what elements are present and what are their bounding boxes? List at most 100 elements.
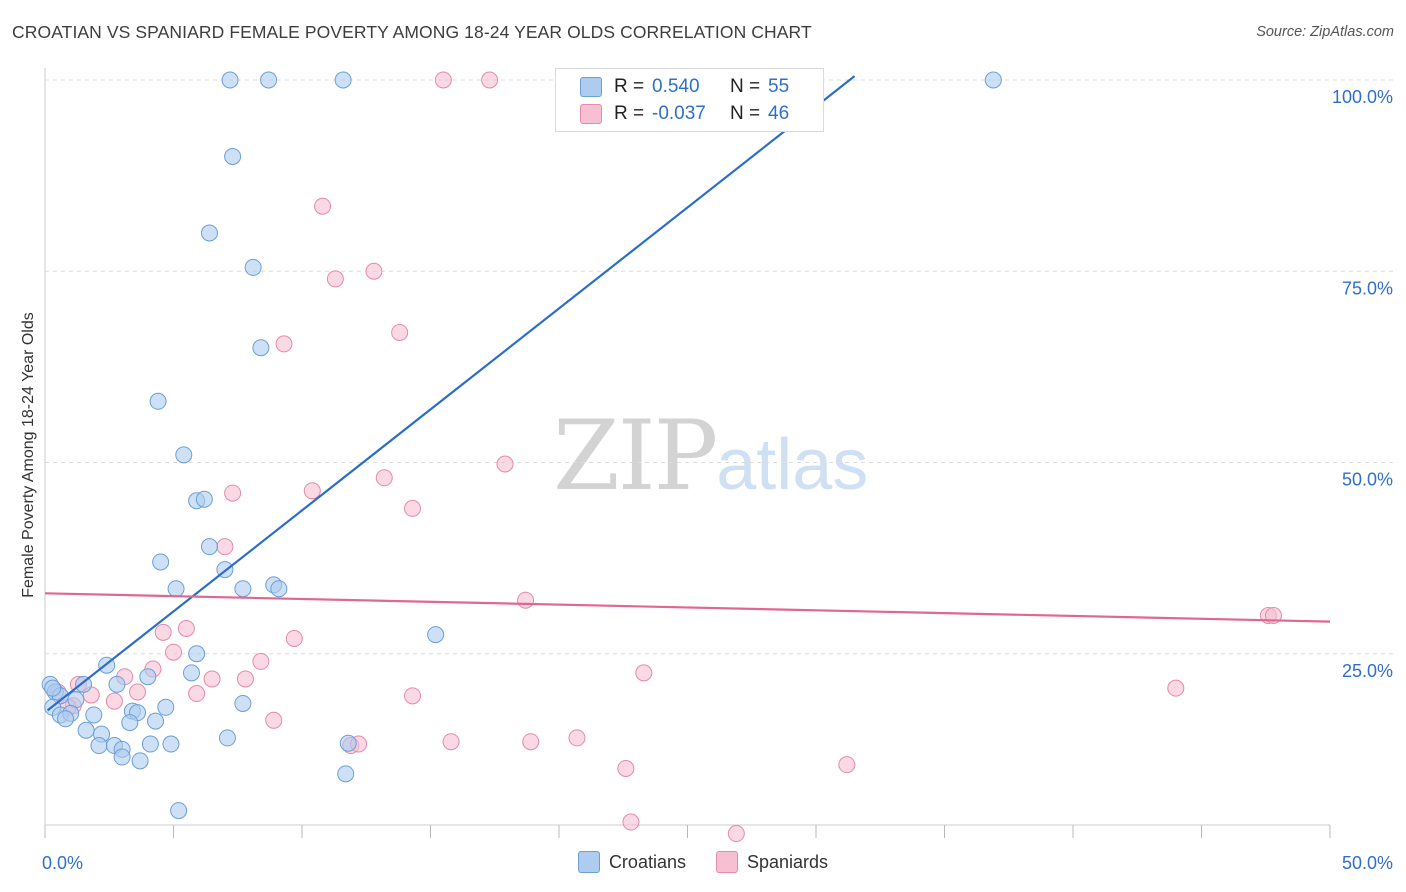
croatian-point [260,71,278,89]
y-tick-label: 75.0% [1342,278,1393,298]
legend-label-spaniards: Spaniards [746,851,829,872]
spaniard-point [365,262,383,280]
spaniard-point [265,711,283,729]
spaniard-point [838,756,856,774]
spaniard-point [617,760,635,777]
croatian-point [131,752,149,770]
croatian-point [44,679,62,697]
watermark-atlas: atlas [716,425,869,505]
r-label: R = [614,103,645,124]
spaniards-legend-swatch [715,851,738,873]
spaniard-point [252,652,270,670]
spaniards-swatch [580,104,602,124]
croatian-point [152,553,170,571]
croatian-point [984,71,1002,89]
spaniard-point [434,71,452,89]
croatian-point [221,71,239,89]
spaniard-point [496,455,514,473]
source-label: Source: ZipAtlas.com [1256,24,1394,40]
spaniard-point [105,692,123,710]
spaniard-point [165,643,182,661]
correlation-legend: R = 0.540 N = 55 R = -0.037 N = 46 [555,68,824,132]
croatian-point [57,710,75,728]
spaniard-point [224,484,242,502]
croatian-point [75,675,93,693]
croatian-point [139,668,157,686]
croatians-swatch [580,77,602,97]
croatian-point [234,580,252,598]
croatian-point [149,392,167,410]
croatians-trend-line [46,75,856,712]
n-value: 46 [768,103,790,124]
r-value: -0.037 [652,103,706,124]
spaniard-point [727,825,745,843]
croatian-point [427,626,445,644]
spaniard-point [326,270,344,288]
spaniard-point [188,685,206,703]
croatian-point [224,148,242,165]
y-tick-label: 25.0% [1342,661,1393,681]
spaniard-point [285,629,303,647]
x-tick-label: 50.0% [1342,853,1393,873]
spaniards-trend-line [44,592,1331,623]
x-tick-label: 0.0% [42,853,83,873]
r-value: 0.540 [652,76,700,97]
croatian-point [234,694,252,712]
y-tick-label: 50.0% [1342,470,1393,490]
croatian-point [85,706,103,724]
croatian-point [200,224,218,242]
legend-row-croatians: R = 0.540 N = 55 [580,75,789,99]
croatian-point [175,446,193,464]
spaniard-point [481,71,499,89]
croatian-point [270,580,288,598]
croatian-point [218,729,236,747]
spaniard-point [442,733,460,751]
croatian-point [195,490,213,508]
croatian-point [90,737,108,755]
spaniard-point [236,670,254,688]
croatian-point [147,712,165,730]
spaniard-point [404,499,422,517]
croatian-point [108,675,126,693]
y-tick-label: 100.0% [1332,87,1393,107]
croatians-legend-swatch [577,851,600,873]
legend-item-croatians[interactable]: Croatians [577,851,686,873]
n-label: N = [730,103,761,124]
croatian-point [188,645,206,663]
spaniard-point [622,813,640,831]
croatian-point [182,664,200,682]
spaniard-point [404,687,422,705]
legend-label-croatians: Croatians [608,851,686,872]
croatian-point [157,698,175,716]
spaniard-point [517,591,535,609]
spaniard-point [203,670,221,688]
spaniard-point [375,469,393,487]
croatian-point [113,748,131,766]
spaniard-point [275,335,293,353]
croatian-point [141,735,159,753]
croatian-point [77,721,95,739]
chart-title: CROATIAN VS SPANIARD FEMALE POVERTY AMON… [12,22,812,42]
spaniard-point [216,538,234,556]
series-legend: Croatians Spaniards [0,851,1406,873]
croatian-point [244,258,262,276]
spaniard-point [568,729,586,747]
croatian-point [339,734,357,752]
croatian-point [200,538,218,556]
spaniard-point [129,683,147,701]
watermark-zip: ZIP [553,400,718,512]
spaniard-point [177,620,195,638]
croatian-point [170,802,188,820]
watermark: ZIPatlas [553,400,868,512]
n-label: N = [730,76,761,97]
croatian-point [162,735,180,753]
croatian-point [121,714,139,732]
spaniard-point [391,323,409,341]
n-value: 55 [768,76,790,97]
croatian-point [337,765,355,783]
spaniard-point [303,482,321,500]
spaniard-point [1167,679,1185,697]
legend-item-spaniards[interactable]: Spaniards [715,851,829,873]
croatian-point [252,339,270,357]
